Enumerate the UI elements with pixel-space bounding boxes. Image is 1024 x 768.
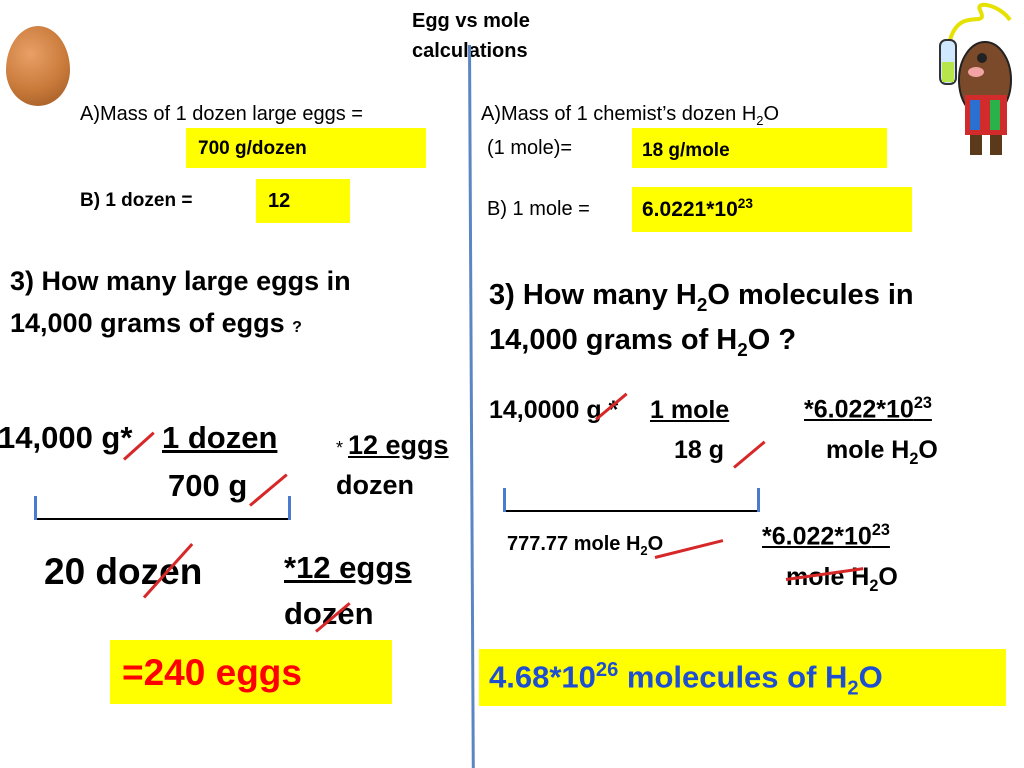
left-result-mult-denom: dozen: [284, 596, 374, 631]
right-answer-highlight: [479, 649, 1006, 706]
right-a-label-text: A)Mass of 1 chemist’s dozen H: [481, 103, 757, 125]
left-question-text: 14,000 grams of eggs: [10, 308, 285, 338]
right-avog2-denom-sub: 2: [869, 577, 879, 595]
right-moles-b: O: [647, 533, 664, 555]
left-a-value-highlight: [186, 128, 426, 168]
right-moles: 777.77 mole H2O: [507, 533, 663, 558]
right-q2-a: 14,000 grams of H: [489, 324, 738, 356]
right-answer-c: O: [858, 659, 883, 695]
right-avog-num-text: *6.022*10: [804, 395, 914, 424]
title-line-1: Egg vs mole: [412, 10, 530, 32]
center-divider: [468, 44, 475, 768]
left-calc-factor: 1 dozen: [162, 420, 278, 455]
egg-icon: [6, 26, 70, 106]
right-calc-factor: 1 mole: [650, 396, 730, 424]
right-q1-b: O molecules in: [707, 279, 914, 311]
right-a-label-2: (1 mole)=: [487, 137, 573, 159]
right-question-line-1: 3) How many H2O molecules in: [489, 279, 914, 316]
right-q2-b: O ?: [747, 324, 797, 356]
left-mult-star: *: [336, 438, 344, 458]
left-b-value: 12: [268, 190, 291, 212]
right-calc-num: 14,0000 g *: [489, 396, 619, 424]
right-calc-denom: 18 g: [674, 436, 725, 464]
right-a-label-sub: 2: [756, 113, 764, 128]
right-bracket-line: [505, 510, 759, 512]
left-calc-num: 14,000 g*: [0, 420, 133, 455]
mole-scientist-icon: [939, 2, 1012, 155]
right-a-label-end: O: [763, 103, 780, 125]
right-b-label: B) 1 mole =: [487, 198, 590, 220]
right-strike-g2: [733, 440, 766, 469]
right-strike-moles: [654, 539, 724, 559]
right-a-value: 18 g/mole: [642, 140, 730, 161]
left-mult-denom: dozen: [336, 470, 414, 500]
left-bracket-left: [34, 496, 37, 520]
right-b-value-sup: 23: [737, 196, 753, 211]
right-bracket-right: [757, 488, 760, 512]
left-a-value: 700 g/dozen: [198, 138, 307, 159]
right-avog-denom-sub: 2: [909, 450, 919, 468]
left-b-label: B) 1 dozen =: [80, 190, 193, 211]
right-answer-sub: 2: [847, 677, 859, 700]
left-b-value-highlight: [256, 179, 350, 223]
right-avog2-denom: mole H2O: [786, 563, 898, 596]
left-question-line-2: 14,000 grams of eggs ?: [10, 308, 302, 339]
right-q1-a: 3) How many H: [489, 279, 697, 311]
right-b-value-text: 6.0221*10: [642, 198, 738, 221]
right-avog2-num-sup: 23: [871, 521, 890, 539]
right-answer-b: molecules of H: [618, 659, 848, 695]
right-avog2-num-text: *6.022*10: [762, 522, 872, 551]
right-answer-sup: 26: [595, 659, 619, 681]
left-bracket-line: [36, 518, 290, 520]
right-question-line-2: 14,000 grams of H2O ?: [489, 324, 796, 361]
right-answer-a: 4.68*10: [489, 659, 596, 695]
right-avog2-denom-b: O: [878, 563, 898, 591]
right-moles-sub: 2: [640, 543, 648, 558]
right-bracket-left: [503, 488, 506, 512]
right-avog-denom: mole H2O: [826, 436, 938, 469]
left-strike-g2: [249, 473, 288, 507]
right-a-label: A)Mass of 1 chemist’s dozen H2O: [481, 103, 779, 128]
left-mult-num: 12 eggs: [348, 430, 449, 460]
left-result-mult-num: *12 eggs: [284, 550, 412, 585]
right-avog-num-sup: 23: [913, 394, 932, 412]
right-avog2-num: *6.022*1023: [762, 521, 890, 551]
right-avog-denom-a: mole H: [826, 436, 910, 464]
left-answer: =240 eggs: [122, 652, 302, 693]
right-avog-num: *6.022*1023: [804, 394, 932, 424]
right-avog-denom-b: O: [918, 436, 938, 464]
right-a-value-highlight: [632, 128, 887, 168]
left-answer-highlight: [110, 640, 392, 704]
left-question-mark: ?: [292, 319, 302, 336]
right-moles-a: 777.77 mole H: [507, 533, 641, 555]
right-b-value: 6.0221*1023: [642, 196, 753, 222]
right-answer: 4.68*1026 molecules of H2O: [489, 659, 883, 701]
right-b-value-highlight: [632, 187, 912, 232]
left-bracket-right: [288, 496, 291, 520]
right-q2-sub: 2: [737, 338, 748, 360]
left-calc-denom: 700 g: [168, 468, 248, 503]
left-question-line-1: 3) How many large eggs in: [10, 266, 351, 296]
left-a-label: A)Mass of 1 dozen large eggs =: [80, 103, 363, 125]
right-q1-sub: 2: [696, 293, 708, 315]
